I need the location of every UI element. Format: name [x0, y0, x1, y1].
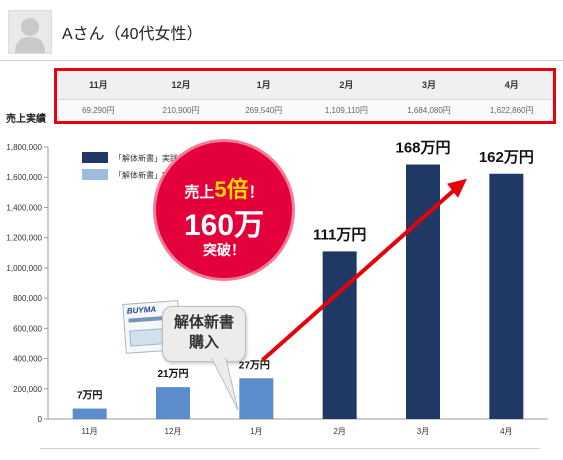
sales-bar-chart: 0 200,000 400,000 600,000 800,000 1,000,000 1,…	[6, 140, 548, 436]
table-value-cell: 1,622,860円	[489, 106, 534, 115]
bar-value-label: 162万円	[479, 149, 534, 166]
purchase-callout: 解体新書 購入	[162, 306, 246, 362]
bar-5	[406, 164, 440, 419]
burst-headline: 売上5倍！	[156, 172, 292, 204]
legend-swatch	[82, 152, 108, 163]
burst-breakthrough: 突破！	[203, 242, 245, 258]
y-tick-label: 1,800,000	[6, 143, 42, 152]
table-value-cell: 210,900円	[162, 106, 200, 115]
y-tick-label: 1,000,000	[6, 264, 42, 273]
bar-1	[72, 408, 107, 419]
avatar	[8, 10, 52, 54]
bar-value-label: 7万円	[77, 390, 103, 402]
table-month-cell: 11月	[89, 80, 108, 90]
user-header: Aさん（40代女性）	[0, 0, 563, 60]
x-tick-label: 3月	[417, 427, 429, 436]
x-tick-label: 1月	[250, 427, 262, 436]
user-silhouette-icon	[15, 18, 45, 53]
table-value-cell: 69,290円	[82, 106, 115, 115]
table-value-cell: 269,540円	[245, 106, 283, 115]
x-tick-label: 2月	[333, 427, 345, 436]
sales-table-header-row: 11月 12月 1月 2月 3月 4月	[57, 71, 553, 100]
bottom-divider	[40, 448, 540, 449]
table-month-cell: 2月	[339, 80, 354, 90]
sales-table-value-row: 69,290円 210,900円 269,540円 1,109,110円 1,6…	[57, 100, 553, 121]
table-value-cell: 1,684,080円	[407, 106, 451, 115]
x-tick-label: 11月	[82, 427, 98, 436]
table-month-cell: 12月	[171, 80, 191, 90]
bar-3	[239, 378, 274, 419]
growth-arrow-head	[447, 178, 467, 198]
y-tick-label: 200,000	[13, 385, 42, 394]
table-value-cell: 1,109,110円	[324, 106, 368, 115]
burst-suffix: ！	[248, 184, 264, 201]
y-tick-label: 1,200,000	[6, 234, 42, 243]
book-title: BUYMA	[126, 304, 157, 316]
y-tick-label: 1,400,000	[6, 203, 42, 212]
burst-multiplier: 5倍	[214, 177, 249, 202]
legend-swatch	[82, 169, 108, 180]
legend-label: 「解体新書」実践後	[114, 170, 186, 180]
bar-4	[322, 251, 357, 419]
sales-row-label: 売上実績	[6, 114, 46, 125]
y-tick-label: 800,000	[13, 294, 42, 303]
bar-value-label: 21万円	[157, 368, 188, 380]
bar-value-label: 168万円	[395, 140, 450, 157]
header-divider	[0, 60, 563, 61]
bar-value-label: 111万円	[313, 226, 366, 243]
user-name: Aさん（40代女性）	[62, 26, 203, 43]
growth-burst-badge: 売上5倍！ 160万 突破！	[156, 142, 292, 278]
table-month-cell: 4月	[504, 80, 519, 90]
burst-amount: 160万	[183, 209, 265, 242]
y-tick-label: 400,000	[13, 355, 42, 364]
purchase-callout-text: 解体新書 購入	[173, 314, 234, 351]
table-month-cell: 1月	[256, 80, 271, 90]
y-tick-label: 600,000	[13, 324, 42, 333]
burst-prefix: 売上	[184, 184, 215, 201]
x-tick-label: 4月	[500, 427, 512, 436]
growth-arrow-line	[261, 184, 461, 362]
bar-value-label: 27万円	[239, 359, 270, 371]
bar-2	[156, 387, 190, 419]
legend-label: 「解体新書」実践前	[114, 153, 186, 163]
y-tick-label: 1,600,000	[6, 173, 42, 182]
table-month-cell: 3月	[422, 80, 437, 90]
y-tick-label: 0	[38, 415, 43, 424]
bar-6	[489, 173, 524, 419]
x-tick-label: 12月	[165, 427, 182, 436]
sales-table: 11月 12月 1月 2月 3月 4月 69,290円 210,900円 269…	[54, 68, 556, 124]
